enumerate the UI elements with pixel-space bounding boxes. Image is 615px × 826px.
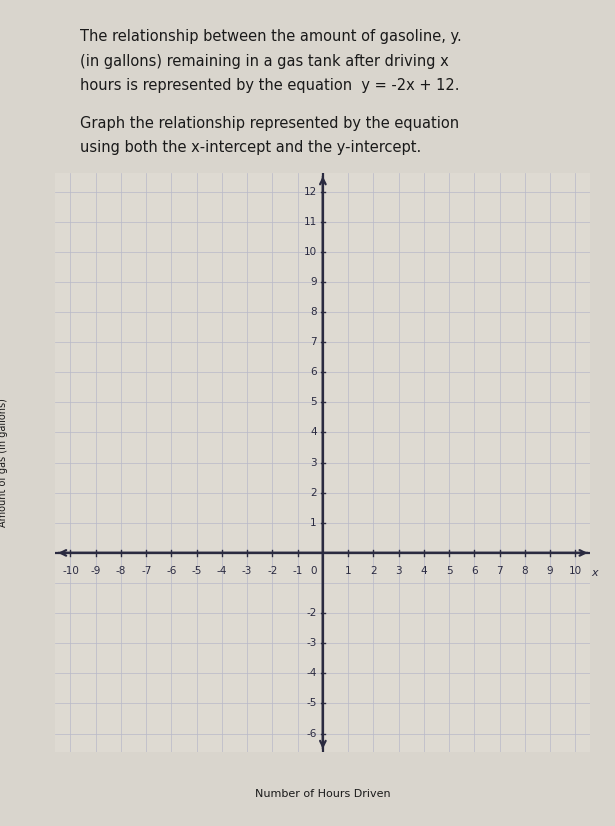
Text: 5: 5 [446, 567, 453, 577]
Text: -2: -2 [267, 567, 277, 577]
Text: -4: -4 [216, 567, 227, 577]
Text: 9: 9 [547, 567, 554, 577]
Text: 3: 3 [310, 458, 317, 468]
Text: 9: 9 [310, 277, 317, 287]
Text: -10: -10 [62, 567, 79, 577]
Text: -5: -5 [306, 699, 317, 709]
Text: 7: 7 [310, 337, 317, 347]
Text: 4: 4 [310, 427, 317, 438]
Text: x: x [592, 568, 598, 578]
Text: Amount of gas (in gallons): Amount of gas (in gallons) [0, 398, 8, 527]
Text: 11: 11 [303, 216, 317, 226]
Text: 3: 3 [395, 567, 402, 577]
Text: 4: 4 [421, 567, 427, 577]
Text: -6: -6 [166, 567, 177, 577]
Text: -5: -5 [191, 567, 202, 577]
Text: 1: 1 [310, 518, 317, 528]
Text: (in gallons) remaining in a gas tank after driving x: (in gallons) remaining in a gas tank aft… [80, 54, 449, 69]
Text: -6: -6 [306, 729, 317, 738]
Text: -1: -1 [293, 567, 303, 577]
Text: -3: -3 [242, 567, 252, 577]
Text: -7: -7 [141, 567, 151, 577]
Text: 0: 0 [310, 567, 317, 577]
Text: -9: -9 [90, 567, 101, 577]
Text: -2: -2 [306, 608, 317, 618]
Text: hours is represented by the equation  y = -2x + 12.: hours is represented by the equation y =… [80, 78, 459, 93]
Text: 2: 2 [310, 487, 317, 498]
Text: 7: 7 [496, 567, 503, 577]
Text: Number of Hours Driven: Number of Hours Driven [255, 790, 391, 800]
Text: using both the x-intercept and the y-intercept.: using both the x-intercept and the y-int… [80, 140, 421, 155]
Text: 12: 12 [303, 187, 317, 197]
Text: 6: 6 [310, 368, 317, 377]
Text: 8: 8 [310, 307, 317, 317]
Text: The relationship between the amount of gasoline, y.: The relationship between the amount of g… [80, 29, 462, 44]
Text: -8: -8 [116, 567, 126, 577]
Text: 6: 6 [471, 567, 478, 577]
Text: -4: -4 [306, 668, 317, 678]
Text: 10: 10 [569, 567, 582, 577]
Text: 1: 1 [345, 567, 351, 577]
Text: 2: 2 [370, 567, 376, 577]
Text: 8: 8 [522, 567, 528, 577]
Text: 5: 5 [310, 397, 317, 407]
Text: Graph the relationship represented by the equation: Graph the relationship represented by th… [80, 116, 459, 131]
Text: -3: -3 [306, 638, 317, 648]
Text: 10: 10 [303, 247, 317, 257]
